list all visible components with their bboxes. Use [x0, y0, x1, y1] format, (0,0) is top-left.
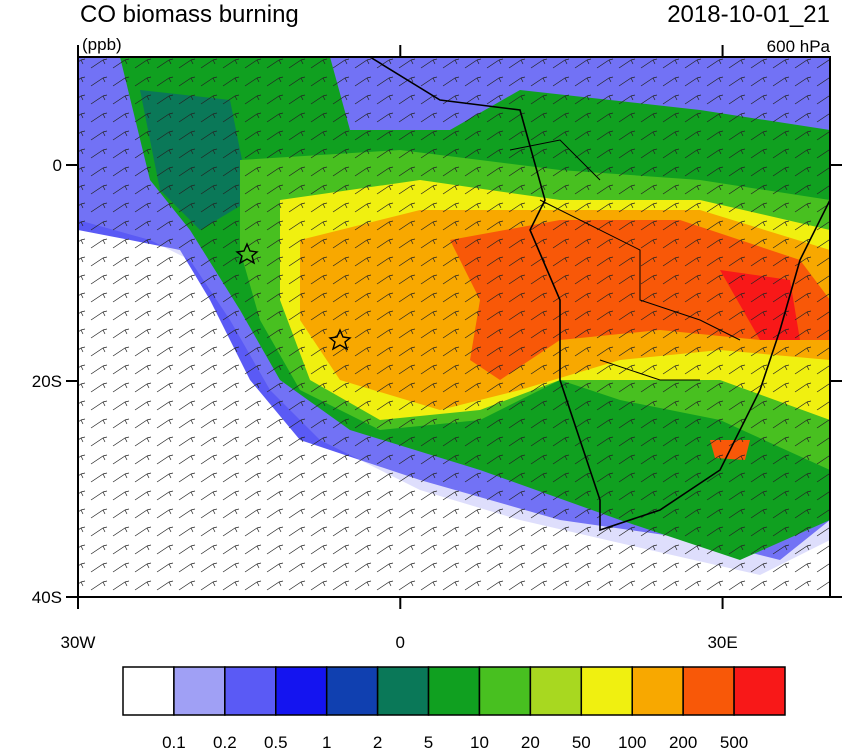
colorbar-box: [529, 666, 583, 716]
colorbar-box: [682, 666, 735, 716]
colorbar-box: [376, 666, 430, 716]
x-tick-label: 30W: [61, 633, 96, 652]
x-tick-label: 0: [396, 633, 405, 652]
colorbar-box: [122, 666, 175, 716]
map-frame: [77, 56, 831, 598]
colorbar-box: [631, 666, 684, 716]
colorbar-label: 20: [521, 733, 540, 750]
colorbar-box: [224, 666, 277, 716]
colorbar-box: [275, 666, 328, 716]
colorbar-label: 200: [669, 733, 697, 750]
y-tick-label: 20S: [32, 372, 62, 391]
colorbar-box: [733, 666, 786, 716]
x-tick-label: 30E: [707, 633, 737, 652]
colorbar-label: 1: [322, 733, 331, 750]
colorbar-label: 0.1: [162, 733, 186, 750]
colorbar: 0.1 0.2 0.5 1 2 5 10 20 50 100 200 500: [122, 666, 786, 752]
colorbar-box: [580, 666, 633, 716]
y-tick-label: 0: [53, 156, 62, 175]
colorbar-label: 2: [373, 733, 382, 750]
colorbar-label: 100: [618, 733, 646, 750]
colorbar-box: [173, 666, 226, 716]
colorbar-label: 10: [470, 733, 489, 750]
colorbar-label: 0.2: [213, 733, 237, 750]
colorbar-label: 500: [720, 733, 748, 750]
map-field: [78, 57, 830, 597]
colorbar-box: [325, 666, 379, 716]
level: 600 hPa: [767, 37, 831, 56]
axes: 30W 0 30E 0 20S 40S: [32, 45, 842, 652]
datetime: 2018-10-01_21: [667, 1, 830, 28]
units: (ppb): [82, 35, 122, 54]
colorbar-label: 50: [572, 733, 591, 750]
colorbar-label: 0.5: [264, 733, 288, 750]
y-tick-label: 40S: [32, 588, 62, 607]
title: CO biomass burning: [80, 1, 299, 28]
colorbar-label: 5: [424, 733, 433, 750]
colorbar-box: [478, 666, 532, 716]
colorbar-box: [427, 666, 481, 716]
